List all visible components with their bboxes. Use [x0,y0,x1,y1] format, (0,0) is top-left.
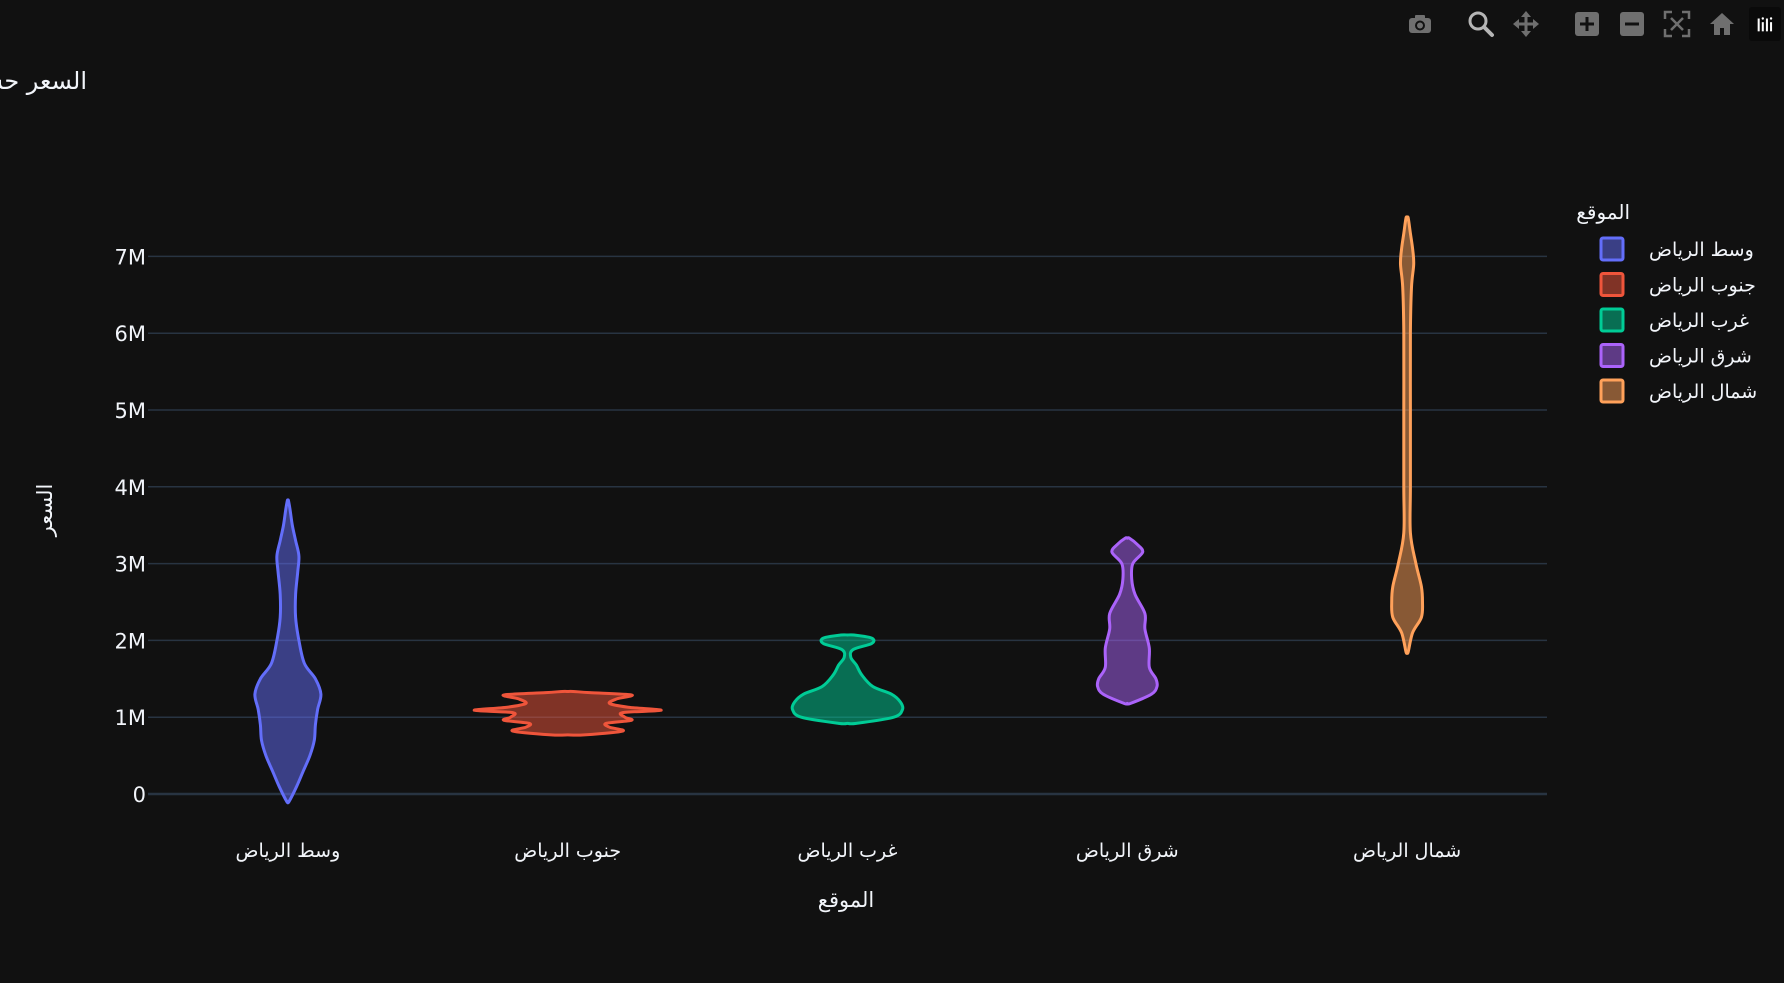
legend-swatch [1599,343,1625,368]
legend-item[interactable]: شرق الرياض [1599,343,1752,368]
y-tick-labels: 0 1M 2M 3M 4M 5M 6M 7M [115,245,146,807]
zoom-out-icon [1620,12,1644,36]
modebar [1392,6,1784,42]
x-tick-label: شمال الرياض [1353,840,1461,862]
legend-swatch [1599,272,1625,297]
legend-label: غرب الرياض [1649,310,1749,332]
violin-2[interactable] [472,689,663,737]
violin-3[interactable] [790,633,905,726]
legend: وسط الرياض جنوب الرياض غرب الرياض شرق الريا… [1599,236,1757,404]
x-tick-labels: وسط الرياض جنوب الرياض غرب الرياض شرق الريا… [236,840,1462,862]
legend-label: وسط الرياض [1649,239,1754,261]
y-tick-label: 6M [115,322,146,346]
camera-button[interactable] [1403,7,1437,41]
y-tick-label: 2M [115,629,146,653]
y-tick-label: 5M [115,399,146,423]
legend-swatch [1599,236,1625,262]
violin-5[interactable] [1390,215,1425,655]
zoom-icon [1468,11,1494,37]
pan-button[interactable] [1509,7,1543,41]
gridlines [148,255,1547,796]
home-icon [1710,13,1734,35]
home-button[interactable] [1705,7,1739,41]
legend-label: جنوب الرياض [1649,275,1756,297]
autoscale-icon [1663,10,1691,38]
x-tick-label: غرب الرياض [798,840,898,862]
y-tick-label: 1M [115,706,146,730]
y-tick-label: 0 [133,783,146,807]
camera-icon [1409,15,1431,33]
x-axis-title: الموقع [818,888,874,912]
legend-item[interactable]: غرب الرياض [1599,307,1749,333]
x-tick-label: شرق الرياض [1076,840,1179,862]
zoom-in-button[interactable] [1570,7,1604,41]
y-axis-title: السعر [33,484,57,538]
legend-item[interactable]: وسط الرياض [1599,236,1754,262]
legend-item[interactable]: جنوب الرياض [1599,272,1756,297]
autoscale-button[interactable] [1660,7,1694,41]
violins [253,215,1425,805]
chart-title: السعر حسب الموقع [0,67,87,95]
zoom-out-button[interactable] [1615,7,1649,41]
y-tick-label: 7M [115,245,146,269]
x-tick-label: وسط الرياض [236,840,341,862]
pan-icon [1513,11,1539,37]
legend-item[interactable]: شمال الرياض [1599,378,1757,404]
zoom-button[interactable] [1464,7,1498,41]
violin-4[interactable] [1095,536,1159,706]
y-tick-label: 4M [115,476,146,500]
legend-label: شمال الرياض [1649,381,1757,403]
legend-swatch [1599,307,1625,333]
legend-swatch [1599,378,1625,404]
violin-1[interactable] [253,498,323,805]
plotly-logo[interactable] [1749,7,1781,41]
zoom-in-icon [1575,12,1599,36]
legend-label: شرق الرياض [1649,346,1752,368]
plotly-logo-icon [1757,17,1773,32]
x-tick-label: جنوب الرياض [514,840,621,862]
legend-title: الموقع [1576,200,1630,224]
y-tick-label: 3M [115,553,146,577]
